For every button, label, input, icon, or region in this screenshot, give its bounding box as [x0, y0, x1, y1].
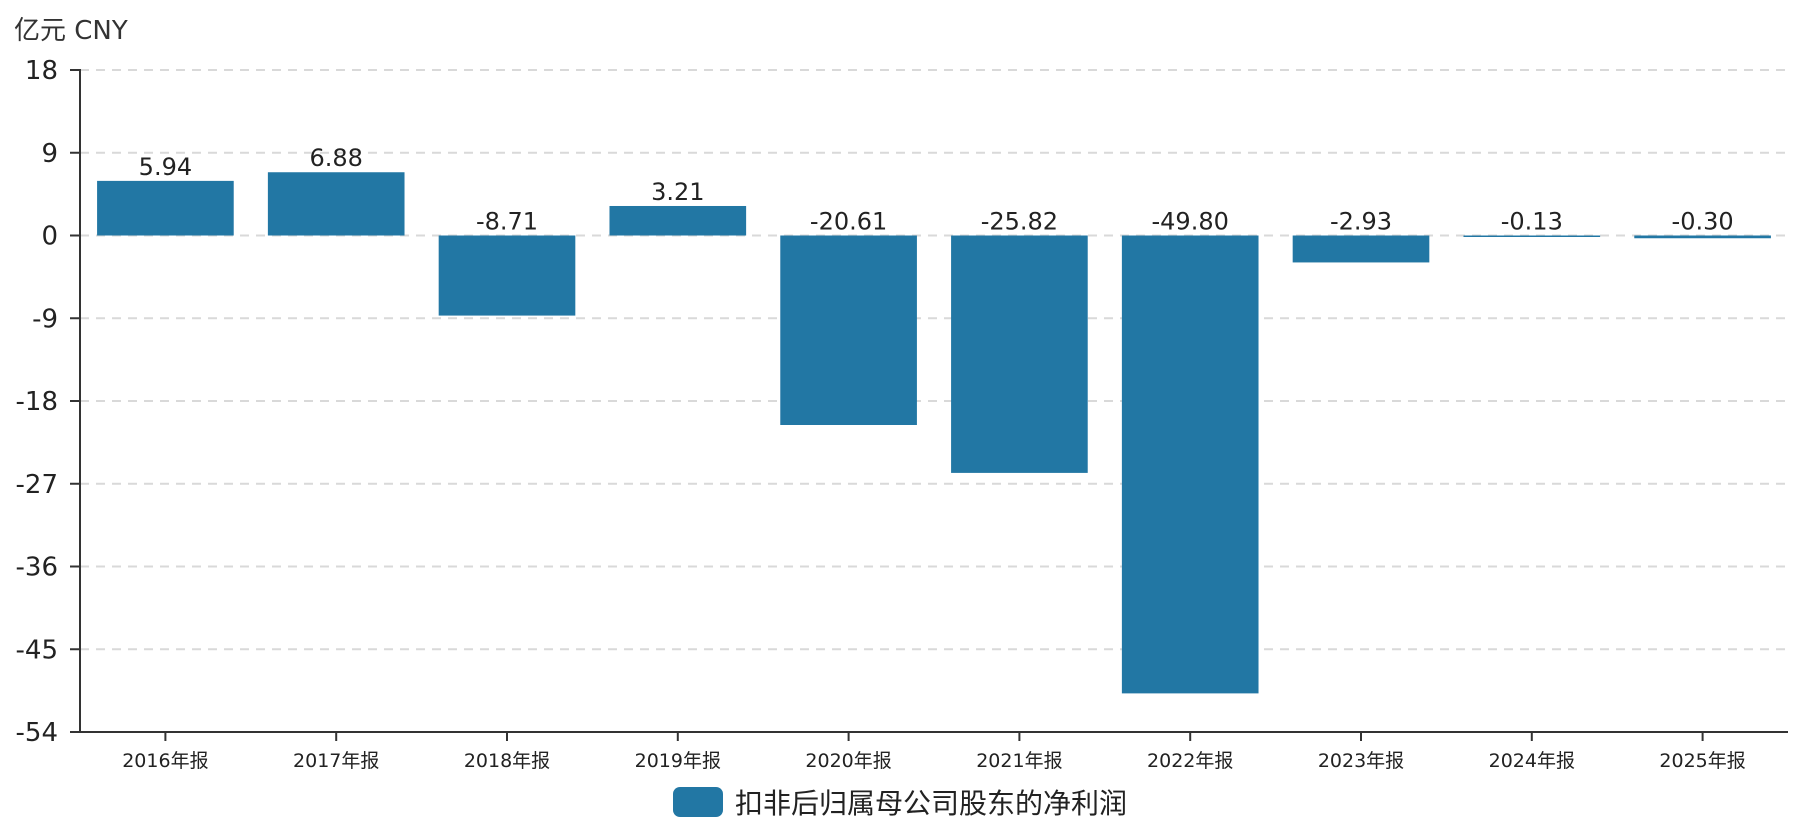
x-tick-label: 2018年报	[464, 750, 550, 772]
bar[interactable]	[780, 235, 917, 425]
bar[interactable]	[1634, 235, 1771, 239]
bar[interactable]	[951, 235, 1088, 473]
x-tick-label: 2023年报	[1318, 750, 1404, 772]
bar[interactable]	[1292, 235, 1430, 263]
y-tick-label: 18	[25, 56, 58, 86]
bar-value-label: 6.88	[309, 144, 362, 172]
bar-value-label: -0.30	[1672, 208, 1734, 236]
bar-value-label: 5.94	[139, 153, 192, 181]
x-tick-label: 2022年报	[1147, 750, 1233, 772]
bar[interactable]	[1463, 235, 1601, 238]
legend-label: 扣非后归属母公司股东的净利润	[734, 787, 1127, 820]
y-tick-label: -9	[32, 304, 58, 334]
legend-swatch	[672, 787, 723, 817]
y-tick-label: -45	[16, 635, 58, 665]
bar[interactable]	[438, 235, 576, 316]
x-tick-label: 2024年报	[1489, 750, 1575, 772]
bar[interactable]	[97, 180, 234, 236]
bars	[97, 172, 1771, 694]
bar-value-label: -2.93	[1330, 208, 1392, 236]
x-tick-label: 2021年报	[976, 750, 1062, 772]
y-tick-label: -36	[16, 553, 58, 583]
y-tick-label: 9	[41, 139, 58, 169]
legend[interactable]: 扣非后归属母公司股东的净利润	[0, 780, 1800, 824]
bar-value-label: -49.80	[1152, 208, 1229, 236]
bar[interactable]	[1121, 235, 1259, 694]
x-tick-label: 2020年报	[805, 750, 891, 772]
bar-value-label: -8.71	[476, 208, 538, 236]
y-tick-label: -54	[16, 718, 58, 748]
y-tick-label: 0	[41, 222, 58, 252]
bar[interactable]	[609, 205, 747, 236]
y-tick-label: -18	[16, 387, 58, 417]
bar-value-label: -25.82	[981, 208, 1058, 236]
gridlines	[80, 69, 1788, 651]
bar[interactable]	[267, 172, 405, 236]
bar-value-label: 3.21	[651, 178, 704, 206]
y-tick-label: -27	[16, 470, 58, 500]
axes: 18 9 0 -9 -18 -27 -36 -45 -54 2016年报 2017年报 2018年报 2…	[16, 56, 1788, 772]
x-tick-label: 2019年报	[635, 750, 721, 772]
x-tick-label: 2017年报	[293, 750, 379, 772]
data-labels: 5.94 6.88 -8.71 3.21 -20.61 -25.82 -49.80 -2.93…	[139, 144, 1734, 235]
x-tick-label: 2016年报	[122, 750, 208, 772]
x-tick-label: 2025年报	[1659, 750, 1745, 772]
bar-value-label: -0.13	[1501, 208, 1563, 236]
bar-value-label: -20.61	[810, 208, 887, 236]
y-axis-unit-label: 亿元 CNY	[14, 16, 128, 46]
